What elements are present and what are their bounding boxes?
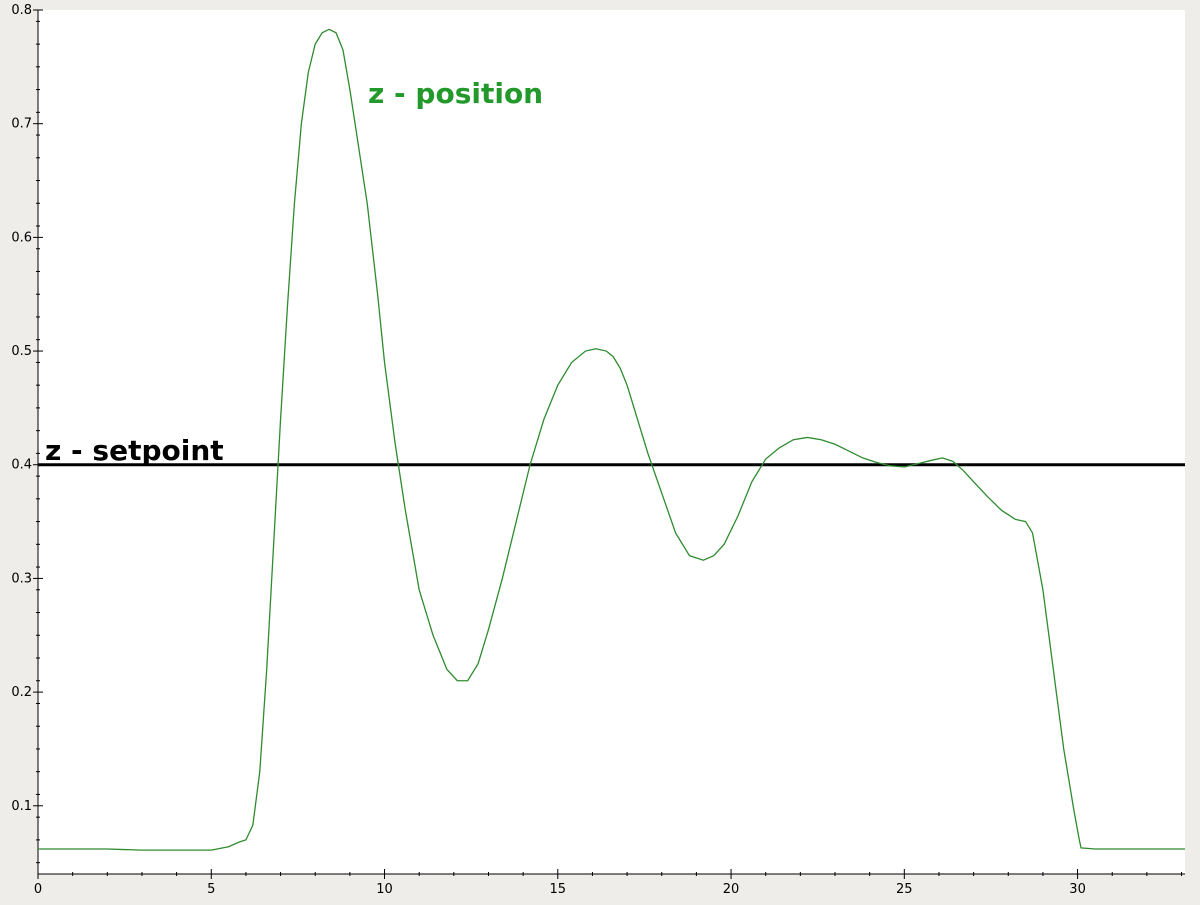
x-tick-label: 30 [1069, 882, 1086, 897]
x-tick-label: 0 [34, 882, 42, 897]
x-axis-ticks: 0 5 10 15 20 25 30 [34, 869, 1183, 897]
x-tick-label: 20 [723, 882, 740, 897]
x-tick-label: 10 [376, 882, 393, 897]
setpoint-annotation: z - setpoint [45, 434, 224, 467]
y-tick-label: 0.7 [11, 117, 32, 132]
y-tick-label: 0.3 [11, 571, 32, 586]
position-line [38, 28, 1185, 851]
position-annotation: z - position [368, 77, 543, 110]
x-tick-label: 25 [896, 882, 913, 897]
y-axis-ticks: 0.1 0.2 0.3 0.4 0.5 0.6 0.7 0.8 [11, 3, 43, 864]
y-tick-label: 0.6 [11, 230, 32, 245]
y-tick-label: 0.5 [11, 344, 32, 359]
x-tick-label: 15 [550, 882, 567, 897]
y-tick-label: 0.4 [11, 458, 32, 473]
y-tick-label: 0.2 [11, 685, 32, 700]
x-tick-label: 5 [207, 882, 215, 897]
y-tick-label: 0.1 [11, 799, 32, 814]
plot-background [38, 10, 1185, 874]
y-tick-label: 0.8 [11, 3, 32, 18]
